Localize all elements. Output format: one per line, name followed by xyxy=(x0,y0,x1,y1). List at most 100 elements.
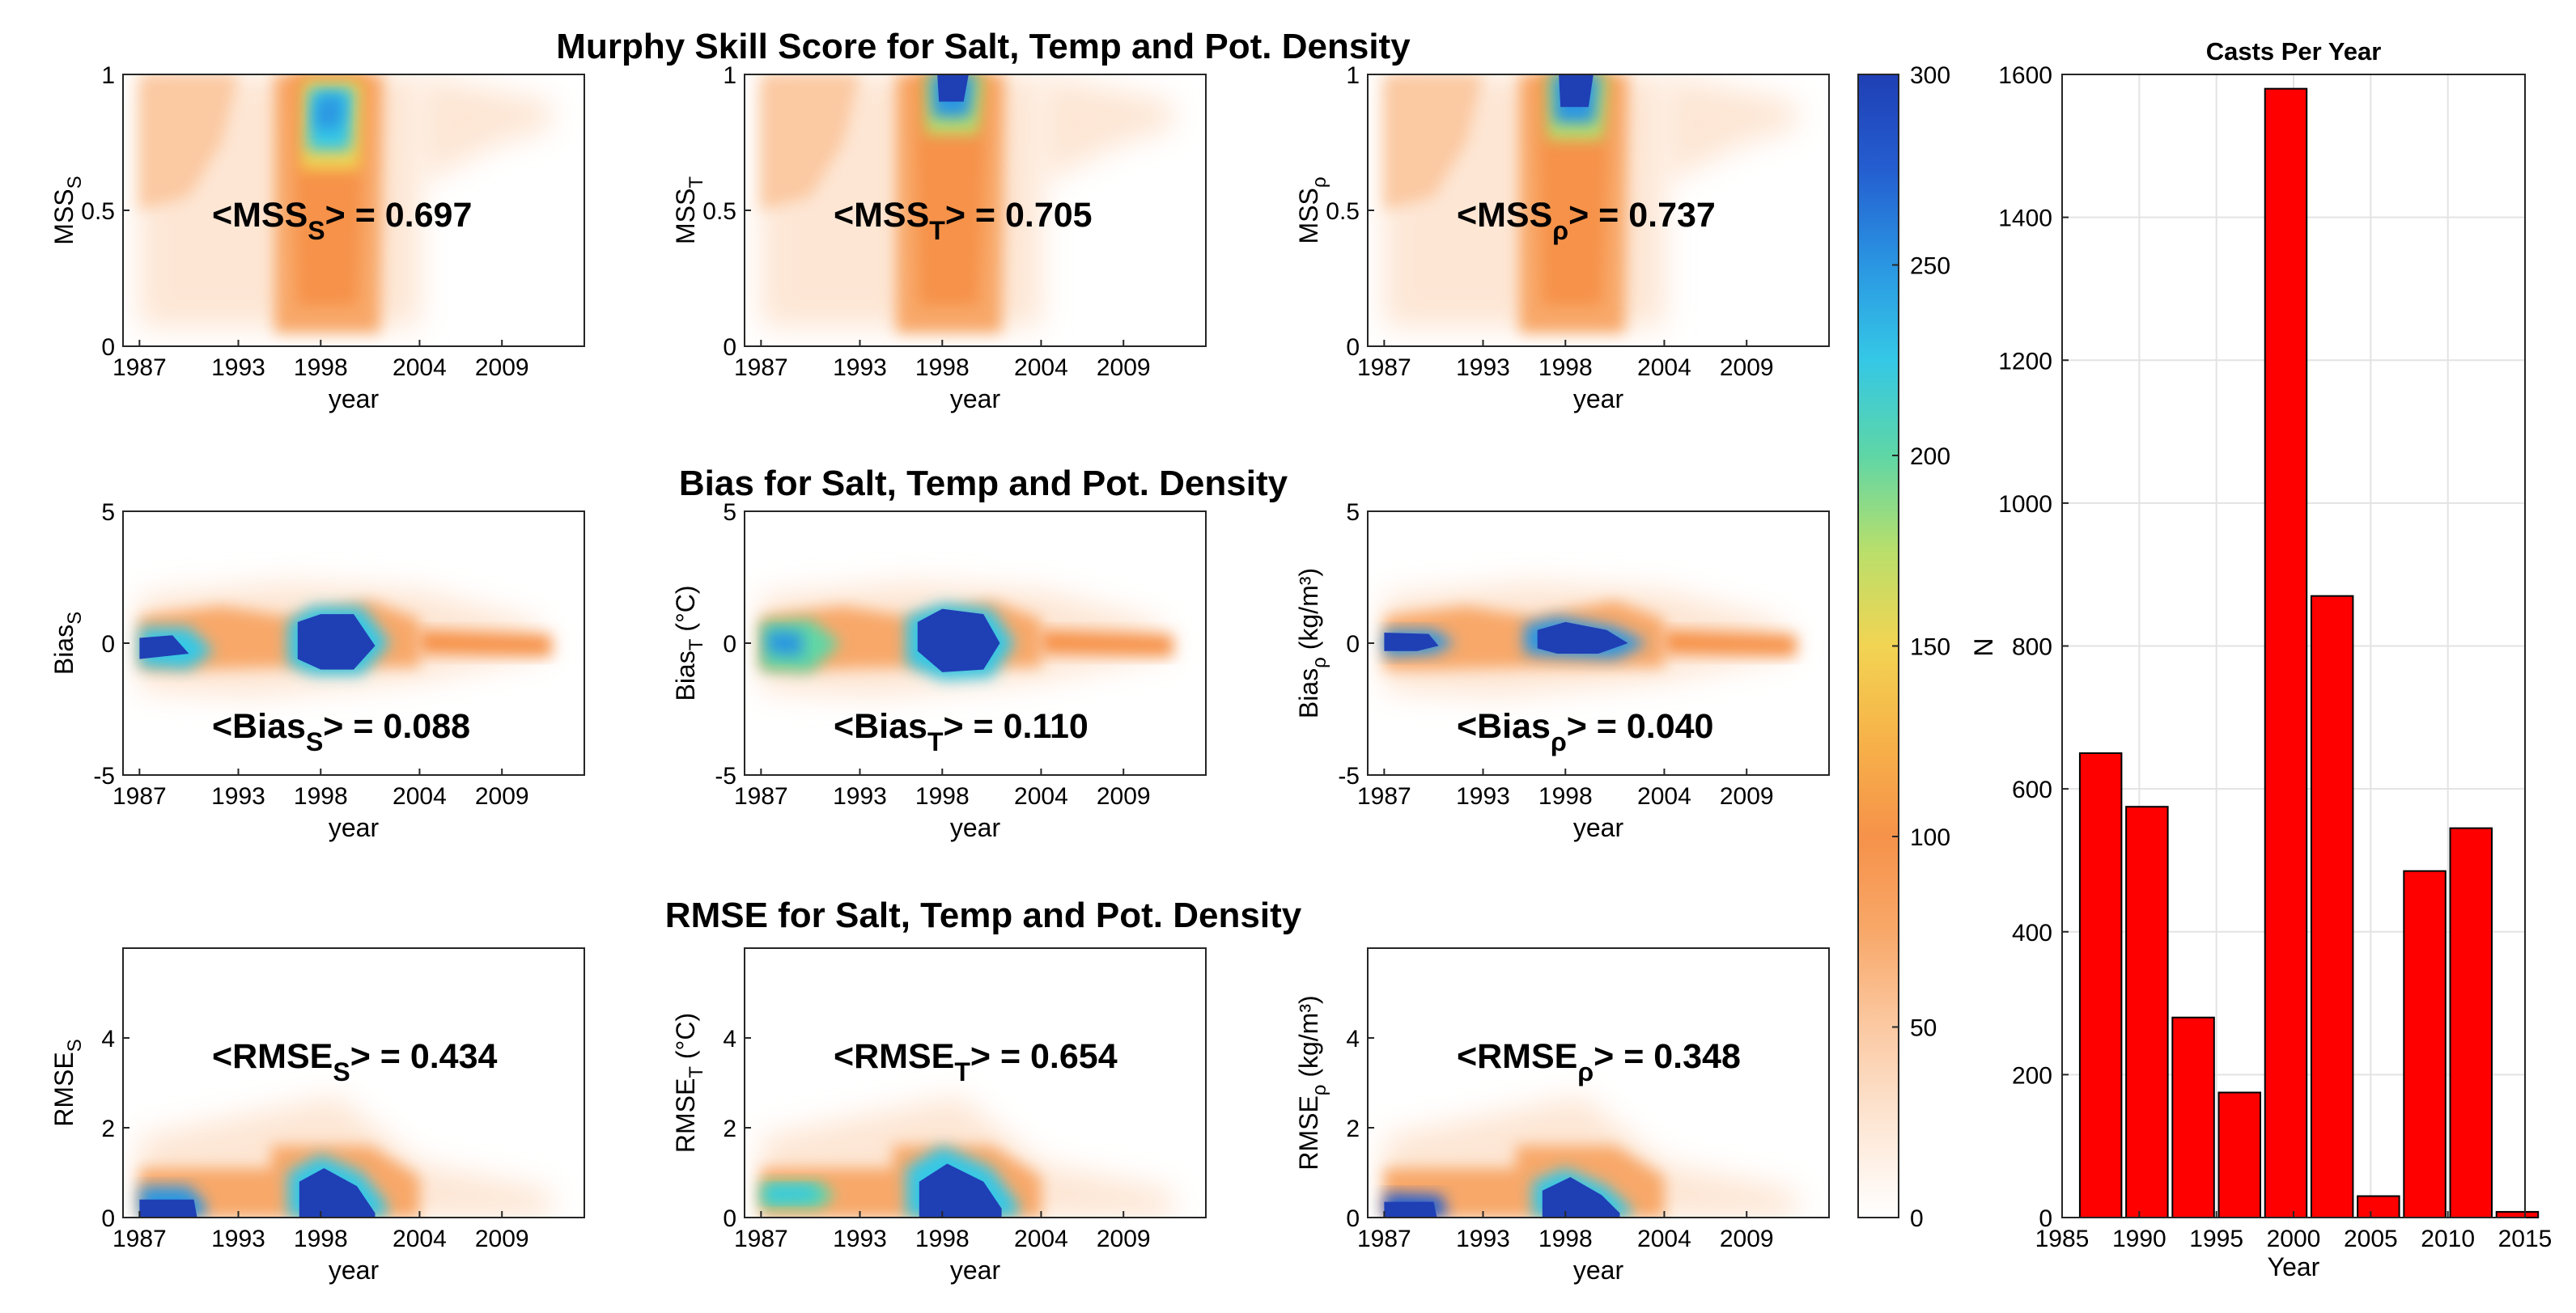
x-tick-label: 1998 xyxy=(294,1226,348,1252)
y-axis-label: BiasS xyxy=(49,612,86,675)
mean-value: > = 0.110 xyxy=(944,707,1089,746)
density-blob xyxy=(139,74,239,210)
x-axis-label: year xyxy=(1573,1256,1624,1285)
x-tick-label: 1993 xyxy=(211,783,265,810)
x-tick-label: 2009 xyxy=(1097,1226,1151,1252)
x-tick-label: 1987 xyxy=(734,783,788,810)
x-tick-label: 1998 xyxy=(294,354,348,381)
density-blob xyxy=(419,74,552,184)
bar-chart-title: Casts Per Year xyxy=(2206,37,2382,66)
mean-prefix: <MSS xyxy=(834,196,929,235)
x-tick-label: 2009 xyxy=(475,1226,529,1252)
panel-frame xyxy=(122,947,585,1218)
mean-annotation: <BiasS> = 0.088 xyxy=(212,707,470,756)
y-tick-label: 5 xyxy=(1346,499,1360,526)
x-tick-label: 1998 xyxy=(915,354,970,381)
density-field xyxy=(745,948,1206,1218)
density-blob xyxy=(1041,629,1173,657)
density-blob xyxy=(1664,629,1797,657)
density-core xyxy=(937,74,969,102)
x-tick-label: 1987 xyxy=(1357,1226,1411,1252)
y-label-main: Bias xyxy=(49,625,79,675)
bar-3 xyxy=(2217,1091,2262,1218)
x-tick-label: 2004 xyxy=(393,783,447,810)
x-tick-label: 1987 xyxy=(734,354,788,381)
x-tick-label: 1993 xyxy=(833,354,887,381)
bar-0 xyxy=(2078,752,2123,1218)
y-tick-label: 0 xyxy=(101,631,115,658)
x-tick-label: 1987 xyxy=(734,1226,788,1252)
density-core xyxy=(917,608,1000,672)
x-tick-label: 1998 xyxy=(1538,1226,1593,1252)
mean-value: > = 0.654 xyxy=(970,1037,1118,1076)
x-tick-label: 2009 xyxy=(1720,1226,1774,1252)
x-tick-label: 1987 xyxy=(112,354,167,381)
colorbar-tick-label: 0 xyxy=(1910,1205,1924,1232)
density-core xyxy=(1559,74,1594,108)
x-tick-label: 1998 xyxy=(915,783,970,810)
mean-annotation: <MSSρ> = 0.737 xyxy=(1457,196,1716,245)
bar-8 xyxy=(2449,827,2493,1219)
x-tick-label: 2009 xyxy=(1097,783,1151,810)
bar-y-tick-label: 1600 xyxy=(1998,62,2052,89)
x-tick-label: 1998 xyxy=(1538,783,1593,810)
mean-value: > = 0.705 xyxy=(945,196,1093,235)
density-core xyxy=(139,635,189,659)
y-tick-label: 1 xyxy=(723,62,736,89)
y-label-sub: ρ xyxy=(1309,1085,1330,1096)
y-axis-label: MSSS xyxy=(49,176,86,244)
x-tick-label: 2004 xyxy=(1637,1226,1691,1252)
y-axis-label: MSST xyxy=(671,176,707,244)
y-label-main: MSS xyxy=(671,188,700,244)
colorbar-label: N xyxy=(1969,637,1998,656)
x-tick-label: 2004 xyxy=(1014,354,1068,381)
density-field xyxy=(123,74,584,346)
bar-y-tick-label: 1400 xyxy=(1998,205,2052,232)
row-title-bias: Bias for Salt, Temp and Pot. Density xyxy=(679,464,1288,503)
mean-value: > = 0.088 xyxy=(323,707,470,746)
x-tick-label: 1987 xyxy=(1357,354,1411,381)
x-tick-label: 2009 xyxy=(475,354,529,381)
mean-prefix: <RMSE xyxy=(834,1037,954,1076)
y-tick-label: 5 xyxy=(101,499,115,526)
mean-value: > = 0.040 xyxy=(1567,707,1714,746)
y-axis-label: RMSET (°C) xyxy=(671,1013,707,1153)
mean-subscript: ρ xyxy=(1551,727,1567,756)
mean-subscript: S xyxy=(308,216,325,245)
mean-prefix: <MSS xyxy=(212,196,308,235)
bar-9 xyxy=(2495,1210,2540,1219)
mean-subscript: T xyxy=(954,1057,970,1086)
density-core xyxy=(314,95,344,129)
y-tick-label: 4 xyxy=(101,1026,115,1053)
x-tick-label: 1993 xyxy=(1456,354,1510,381)
y-label-unit: (°C) xyxy=(671,585,700,638)
y-label-main: MSS xyxy=(1294,188,1323,244)
x-axis-label: year xyxy=(950,1256,1001,1285)
y-label-main: RMSE xyxy=(1294,1095,1323,1170)
y-tick-label: 0 xyxy=(1346,334,1360,361)
mean-subscript: ρ xyxy=(1577,1057,1594,1086)
y-label-main: RMSE xyxy=(671,1078,700,1153)
mean-value: > = 0.697 xyxy=(325,196,473,235)
colorbar-tick-label: 250 xyxy=(1910,253,1950,280)
y-axis-label: RMSES xyxy=(49,1039,86,1126)
mean-annotation: <MSST> = 0.705 xyxy=(834,196,1093,245)
x-tick-label: 1998 xyxy=(915,1226,970,1252)
density-core xyxy=(1384,1201,1437,1218)
bar-chart-axes: 1985 1990 1995 2000 2005 2010 2015 0 200 400 600 80… xyxy=(1998,62,2552,1252)
mean-annotation: <MSSS> = 0.697 xyxy=(212,196,472,245)
density-field xyxy=(1368,511,1829,775)
bar-1 xyxy=(2125,806,2169,1218)
bar-chart-bars xyxy=(2078,87,2540,1219)
mean-subscript: T xyxy=(929,216,945,245)
colorbar-tick-label: 100 xyxy=(1910,824,1950,851)
y-axis-label: MSSρ xyxy=(1294,177,1330,244)
x-tick-label: 1987 xyxy=(112,783,167,810)
density-core xyxy=(299,1168,376,1218)
x-tick-label: 2009 xyxy=(1720,783,1774,810)
y-tick-label: 5 xyxy=(723,499,736,526)
